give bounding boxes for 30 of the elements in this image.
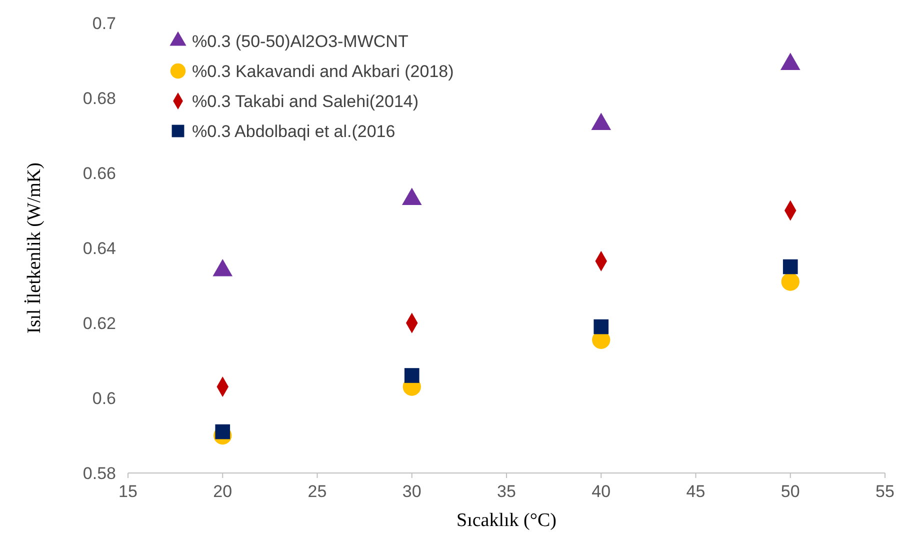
y-tick-label: 0.68 (82, 88, 116, 108)
point (402, 188, 422, 205)
legend-label: %0.3 (50-50)Al2O3-MWCNT (192, 32, 408, 51)
x-tick-label: 45 (686, 482, 706, 501)
x-tick-label: 40 (592, 482, 611, 501)
legend-label: %0.3 Abdolbaqi et al.(2016 (192, 122, 396, 141)
legend-label: %0.3 Kakavandi and Akbari (2018) (192, 62, 454, 81)
x-tick-label: 15 (118, 482, 138, 501)
point (780, 52, 800, 70)
y-tick-label: 0.58 (82, 464, 116, 483)
y-tick-label: 0.62 (82, 314, 116, 333)
x-tick-label: 55 (876, 482, 894, 501)
x-tick-label: 35 (497, 482, 516, 501)
x-tick-label: 50 (780, 482, 800, 501)
x-axis-title: Sıcaklık (°C) (456, 510, 556, 531)
y-tick-label: 0.7 (92, 14, 116, 33)
x-tick-label: 30 (402, 482, 422, 501)
x-tick-label: 20 (213, 482, 232, 501)
y-axis-title: Isıl İletkenlik (W/mK) (24, 162, 45, 334)
y-tick-label: 0.6 (92, 388, 116, 408)
point (215, 424, 230, 440)
y-tick-label: 0.64 (82, 238, 116, 258)
y-tick-label: 0.66 (82, 164, 116, 183)
legend-label: %0.3 Takabi and Salehi(2014) (192, 92, 419, 111)
x-tick-label: 25 (308, 482, 327, 501)
point (781, 272, 800, 291)
point (404, 368, 420, 383)
point (594, 319, 609, 334)
point (591, 112, 612, 130)
point (782, 259, 798, 274)
